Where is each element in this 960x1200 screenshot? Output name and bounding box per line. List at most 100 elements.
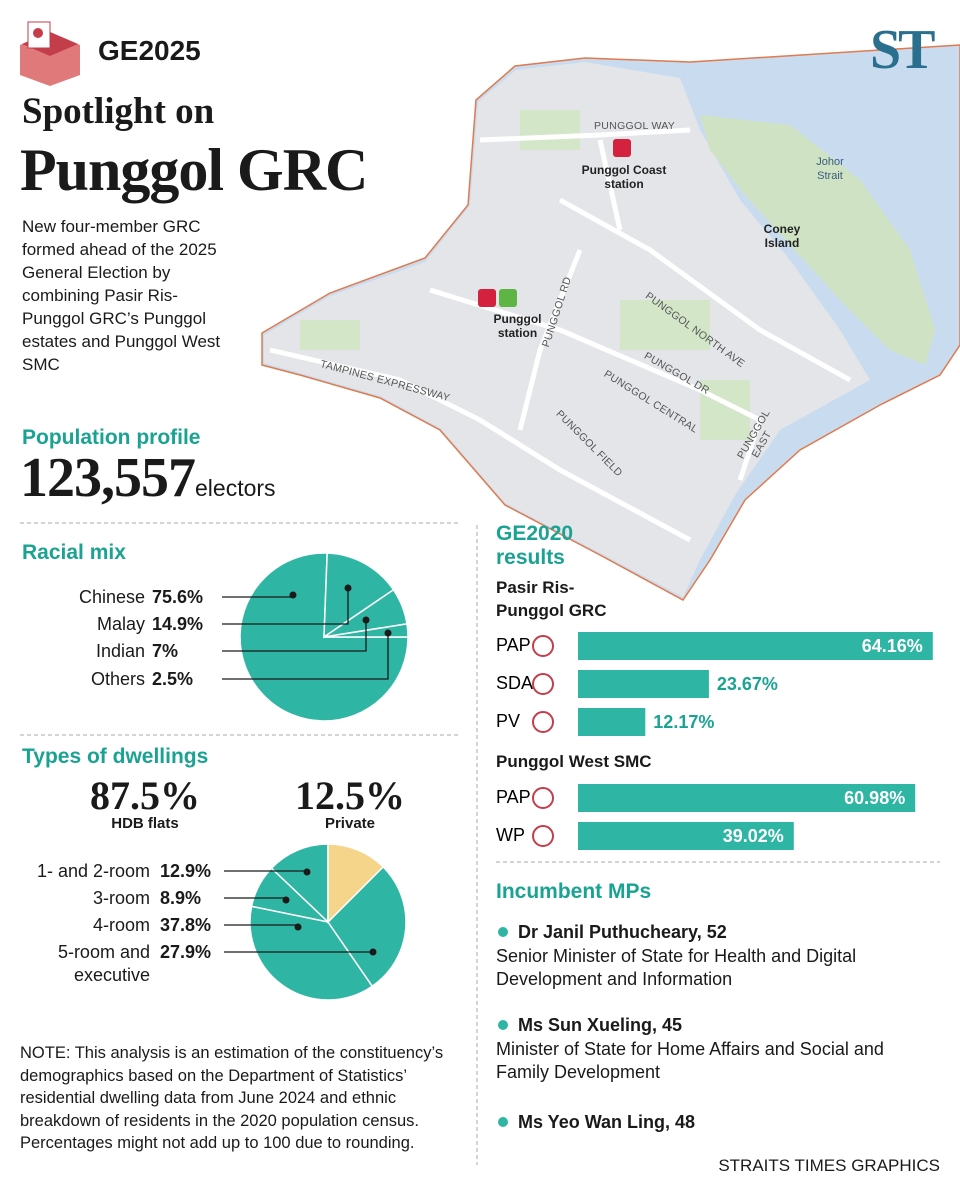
map-land [264,62,870,597]
slice-label: Others [90,669,145,689]
mps-heading: Incumbent MPs [496,880,652,903]
map-road [517,249,583,431]
party-label: PV [496,711,520,731]
mp-name: Ms Sun Xueling, 45 [518,1015,683,1035]
ballot-flag [33,28,43,38]
pie-slice [327,865,407,988]
mp-name: Dr Janil Puthucheary, 52 [518,922,727,942]
leader-line [222,633,389,680]
bar-value: 60.98% [844,788,905,808]
map-roads [269,127,852,543]
pie-slice [249,905,374,1001]
tag: GE2025 [98,35,201,66]
leader-dot [344,584,352,592]
party-icon [532,787,554,809]
title-line1: Spotlight on [22,91,215,132]
hdb-label: HDB flats [111,815,179,832]
population-heading: Population profile [22,426,201,449]
party-icon [532,635,554,657]
party-label: SDA [496,673,533,693]
logo: ST [870,19,935,81]
bar [578,632,933,660]
private-label: Private [324,815,376,832]
ballot-icon [20,21,80,86]
title-line2: Punggol GRC [20,137,368,203]
map-road [429,287,762,423]
station-icon [613,139,631,157]
slice-value: 75.6% [152,587,204,607]
leader-line [222,620,367,652]
party-label: WP [496,825,525,845]
bar-value: 23.67% [717,674,778,694]
private-total: 12.5% [295,773,405,818]
slice-label: Malay [96,614,145,634]
party-label: PAP [496,787,531,807]
mp-name: Ms Yeo Wan Ling, 48 [518,1112,696,1132]
map-station-icons [478,139,631,307]
slice-label: 5-room and executive [57,942,150,985]
bar [578,822,794,850]
map-park [300,320,360,350]
mp-dot [498,1117,508,1127]
map-road [737,419,763,481]
bar-value: 64.16% [862,636,923,656]
slice-label: Chinese [78,587,145,607]
slice-value: 27.9% [160,942,212,962]
leader-dot [289,591,297,599]
leader-dot [294,923,302,931]
hdb-total: 87.5% [90,773,200,818]
group-title: Punggol West SMC [496,752,652,771]
pie-slice [327,843,385,924]
note: NOTE: This analysis is an estimation of … [20,1044,444,1152]
party-icon [532,825,554,847]
leader-dot [282,896,290,904]
slice-label: Indian [95,641,145,661]
group-title: Pasir Ris-Punggol GRC [496,578,607,620]
bar [578,784,916,812]
leader-dot [384,629,392,637]
map-island [700,115,935,365]
pie-slice [270,843,329,924]
bar [578,708,646,736]
map-label: Johor Strait [816,156,844,182]
bar-value: 39.02% [723,826,784,846]
slice-label: 1- and 2-room [36,861,150,881]
map-label: Punggol Coast station [581,163,667,191]
map-park [520,110,580,150]
leader-dot [303,868,311,876]
mp-role: Minister of State for Home Affairs and S… [496,1039,884,1082]
party-icon [532,673,554,695]
population: 123,557electors [20,446,276,510]
map-road [479,127,691,143]
pie-slice [323,552,395,639]
station-icon [478,289,496,307]
slice-value: 2.5% [152,669,194,689]
leader-dot [369,948,377,956]
chart-title: Types of dwellings [22,745,209,768]
mp-role: Senior Minister of State for Health and … [496,946,857,989]
map-road [269,347,692,543]
population-number: 123,557 [20,447,196,509]
mp-dot [498,927,508,937]
map-label: Coney Island [763,222,801,250]
station-icon [499,289,517,307]
map-label: Punggol station [493,312,542,340]
leader-line [222,588,349,625]
mp-dot [498,1020,508,1030]
slice-label: 3-room [92,888,150,908]
chart-title: Racial mix [22,541,126,564]
slice-value: 8.9% [160,888,202,908]
map-label: PUNGGOL WAY [594,120,676,132]
slice-value: 7% [152,641,179,661]
map [261,44,960,601]
slice-label: 4-room [92,915,150,935]
map-parks [300,110,750,440]
slice-value: 37.8% [160,915,212,935]
intro: New four-member GRC formed ahead of the … [22,217,221,374]
slice-value: 12.9% [160,861,212,881]
leader-dot [362,616,370,624]
credit: STRAITS TIMES GRAPHICS [718,1156,940,1175]
chart-title: GE2020 results [496,522,574,569]
